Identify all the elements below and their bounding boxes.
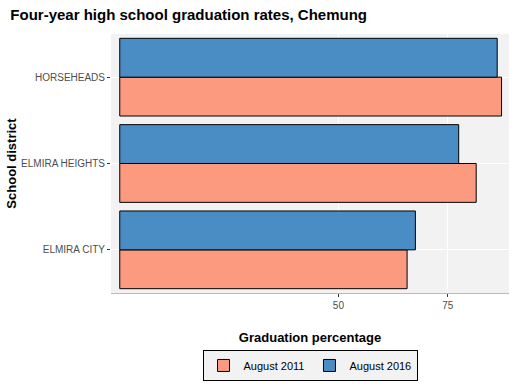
svg-text:Four-year high school graduati: Four-year high school graduation rates, … [10, 6, 367, 23]
svg-text:August 2011: August 2011 [244, 360, 305, 372]
svg-text:50: 50 [333, 300, 345, 311]
svg-text:School district: School district [4, 118, 19, 209]
svg-text:ELMIRA HEIGHTS: ELMIRA HEIGHTS [21, 158, 105, 169]
svg-text:Graduation percentage: Graduation percentage [239, 330, 381, 345]
svg-text:ELMIRA CITY: ELMIRA CITY [43, 244, 106, 255]
svg-text:August 2016: August 2016 [349, 360, 411, 372]
svg-text:75: 75 [442, 300, 454, 311]
svg-text:HORSEHEADS: HORSEHEADS [35, 72, 105, 83]
